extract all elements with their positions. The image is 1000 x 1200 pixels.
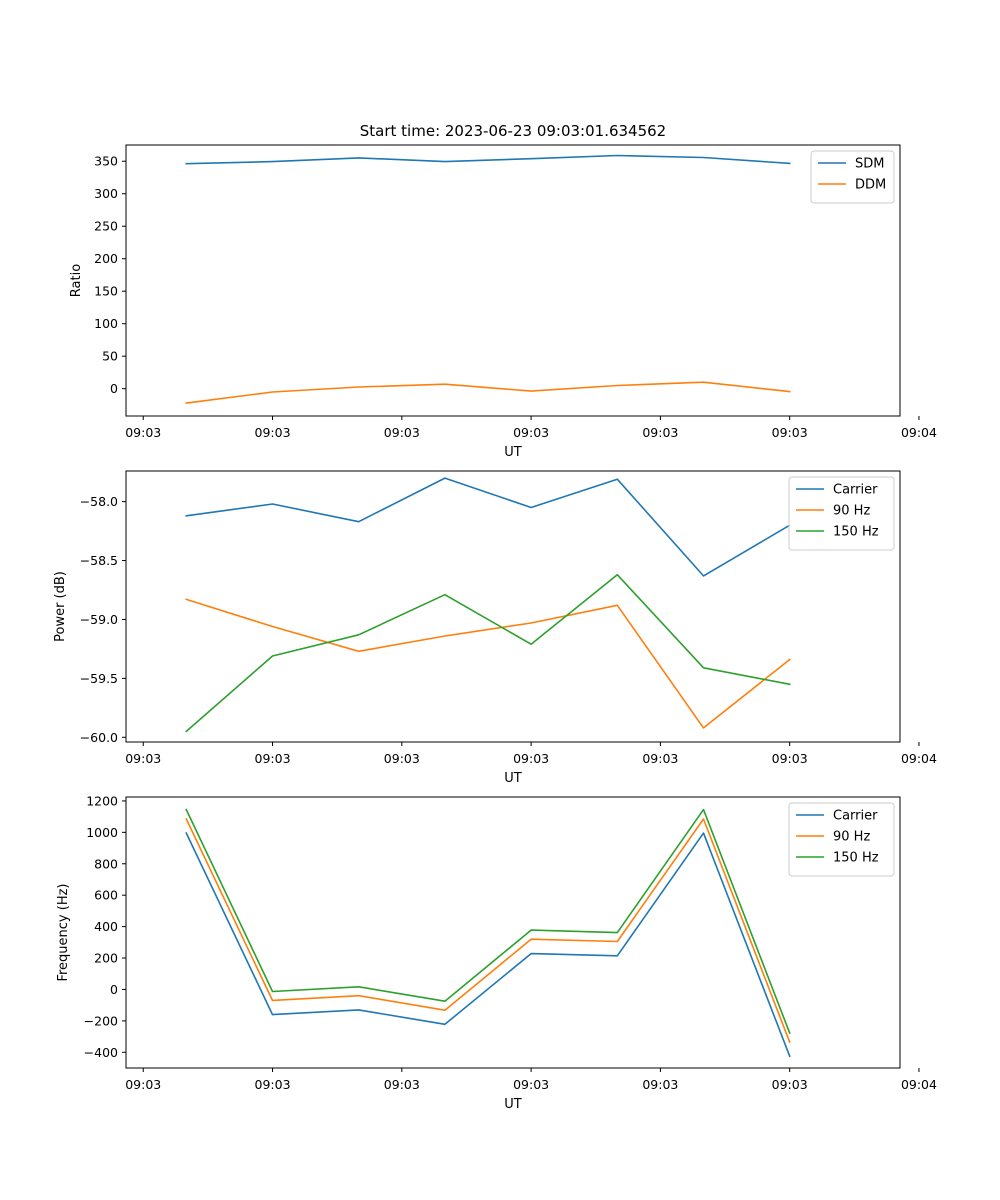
y-tick-label: −58.5 bbox=[80, 553, 118, 568]
y-tick-label: −60.0 bbox=[80, 730, 118, 745]
legend-label-90-hz: 90 Hz bbox=[833, 830, 870, 845]
y-tick-label: −58.0 bbox=[80, 494, 118, 509]
legend-label-sdm: SDM bbox=[855, 157, 884, 172]
y-tick-label: −59.5 bbox=[80, 671, 118, 686]
series-line-carrier bbox=[185, 477, 791, 577]
panel-2: −60.0 −59.5 −59.0 −58.5 −58.0 09:03 09:03 09:03… bbox=[53, 470, 937, 786]
legend-label-carrier: Carrier bbox=[833, 809, 878, 824]
legend-label-150-hz: 150 Hz bbox=[833, 851, 879, 866]
x-tick-label: 09:03 bbox=[772, 1077, 808, 1092]
x-tick-label: 09:04 bbox=[901, 751, 937, 766]
y-tick-label: 150 bbox=[94, 284, 118, 299]
x-tick-label: 09:03 bbox=[384, 425, 420, 440]
x-tick-label: 09:03 bbox=[642, 751, 678, 766]
x-tick-label: 09:03 bbox=[513, 751, 549, 766]
y-tick-label: −59.0 bbox=[80, 612, 118, 627]
series-line-90-hz bbox=[185, 817, 791, 1044]
y-tick-label: 200 bbox=[94, 251, 118, 266]
y-tick-label: 0 bbox=[110, 381, 118, 396]
y-tick-label: 400 bbox=[94, 919, 118, 934]
x-tick-label: 09:03 bbox=[772, 751, 808, 766]
series-line-sdm bbox=[185, 154, 791, 165]
x-axis-label: UT bbox=[504, 445, 522, 460]
y-tick-label: 0 bbox=[110, 982, 118, 997]
y-axis-label: Power (dB) bbox=[53, 571, 68, 642]
y-tick-label: 350 bbox=[94, 154, 118, 169]
x-tick-label: 09:03 bbox=[125, 1077, 161, 1092]
x-tick-label: 09:03 bbox=[384, 751, 420, 766]
series-line-90-hz bbox=[185, 598, 791, 729]
x-tick-label: 09:03 bbox=[513, 425, 549, 440]
legend-box bbox=[810, 150, 895, 204]
legend-label-90-hz: 90 Hz bbox=[833, 504, 870, 519]
y-tick-label: 800 bbox=[94, 856, 118, 871]
panel-3: −400 −200 0 200 400 600 800 1000 1200 09:03 09:03 0… bbox=[56, 793, 937, 1112]
x-tick-label: 09:03 bbox=[384, 1077, 420, 1092]
x-tick-label: 09:03 bbox=[642, 425, 678, 440]
y-tick-label: 1000 bbox=[86, 825, 118, 840]
x-tick-label: 09:03 bbox=[513, 1077, 549, 1092]
series-line-150-hz bbox=[185, 573, 791, 733]
series-line-ddm bbox=[185, 381, 791, 404]
x-tick-label: 09:03 bbox=[255, 1077, 291, 1092]
x-axis-label: UT bbox=[504, 1097, 522, 1112]
legend: Carrier 90 Hz 150 Hz bbox=[788, 476, 895, 551]
x-tick-label: 09:04 bbox=[901, 425, 937, 440]
chart-title: Start time: 2023-06-23 09:03:01.634562 bbox=[360, 122, 666, 140]
y-axis-label: Frequency (Hz) bbox=[56, 883, 71, 981]
y-tick-label: 100 bbox=[94, 316, 118, 331]
y-tick-label: 250 bbox=[94, 219, 118, 234]
legend-label-ddm: DDM bbox=[855, 178, 886, 193]
chart-panels: 0 50 100 150 200 250 300 350 09:03 09:03 09:03 09:0… bbox=[53, 144, 937, 1112]
x-tick-label: 09:03 bbox=[642, 1077, 678, 1092]
legend: SDM DDM bbox=[810, 150, 895, 204]
series-line-carrier bbox=[185, 832, 791, 1058]
y-tick-label: 1200 bbox=[86, 793, 118, 808]
y-tick-label: −400 bbox=[84, 1045, 118, 1060]
y-tick-label: 50 bbox=[102, 349, 118, 364]
y-tick-label: 200 bbox=[94, 951, 118, 966]
series-line-150-hz bbox=[185, 808, 791, 1035]
x-tick-label: 09:03 bbox=[125, 751, 161, 766]
x-tick-label: 09:04 bbox=[901, 1077, 937, 1092]
axes-frame bbox=[125, 796, 901, 1069]
legend-label-carrier: Carrier bbox=[833, 483, 878, 498]
y-tick-label: −200 bbox=[84, 1013, 118, 1028]
x-tick-label: 09:03 bbox=[125, 425, 161, 440]
x-tick-label: 09:03 bbox=[772, 425, 808, 440]
panel-1: 0 50 100 150 200 250 300 350 09:03 09:03 09:03 09:0… bbox=[69, 144, 937, 460]
x-tick-label: 09:03 bbox=[255, 425, 291, 440]
y-axis-label: Ratio bbox=[69, 264, 84, 297]
x-tick-label: 09:03 bbox=[255, 751, 291, 766]
y-tick-label: 300 bbox=[94, 186, 118, 201]
y-tick-label: 600 bbox=[94, 888, 118, 903]
axes-frame bbox=[125, 470, 901, 743]
legend-label-150-hz: 150 Hz bbox=[833, 525, 879, 540]
axes-frame bbox=[125, 144, 901, 417]
legend: Carrier 90 Hz 150 Hz bbox=[788, 802, 895, 877]
x-axis-label: UT bbox=[504, 771, 522, 786]
